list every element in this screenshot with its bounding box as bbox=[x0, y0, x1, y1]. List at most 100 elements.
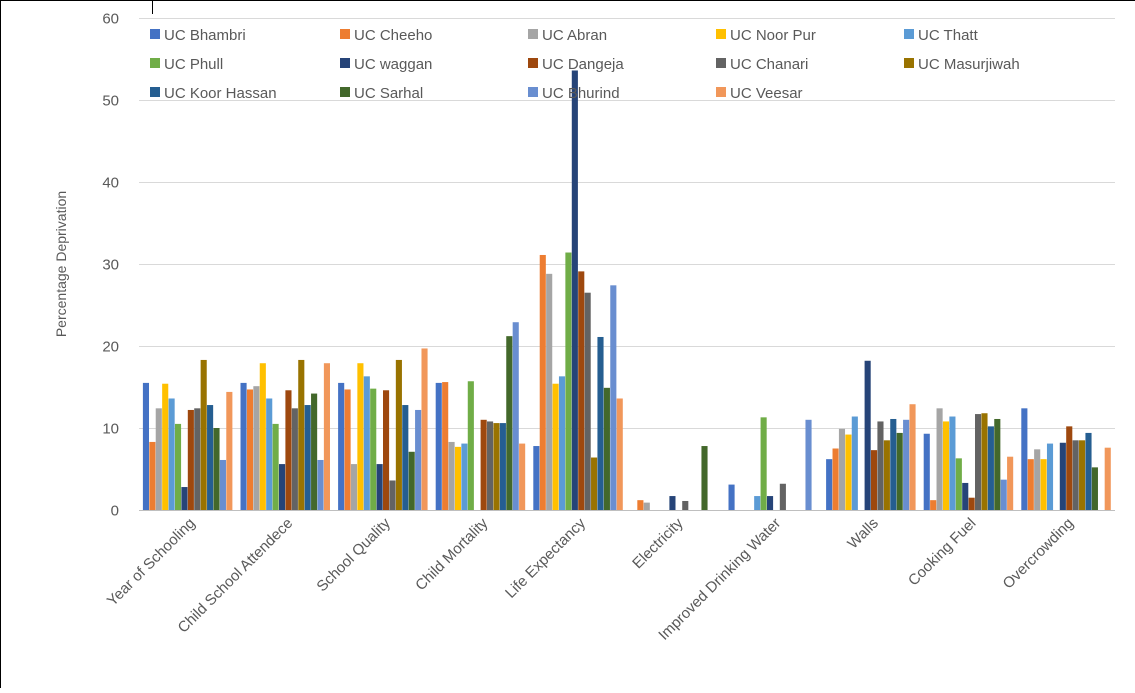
legend-label: UC Thatt bbox=[918, 27, 979, 44]
bar bbox=[1046, 443, 1054, 510]
bar bbox=[149, 441, 156, 510]
bar bbox=[571, 70, 578, 510]
bar bbox=[253, 386, 260, 510]
bar bbox=[805, 419, 812, 510]
bar bbox=[558, 376, 566, 510]
bar bbox=[591, 457, 598, 510]
legend-swatch bbox=[528, 87, 538, 97]
bar bbox=[539, 254, 546, 510]
bar bbox=[552, 383, 559, 510]
bar bbox=[266, 398, 273, 510]
legend-label: UC Koor Hassan bbox=[164, 85, 277, 102]
x-tick-label: School Quality bbox=[313, 514, 394, 595]
bar bbox=[448, 441, 455, 510]
bar bbox=[246, 389, 254, 510]
legend-swatch bbox=[150, 87, 160, 97]
bar bbox=[616, 398, 623, 510]
x-tick-label: Overcrowding bbox=[1000, 515, 1077, 592]
bar bbox=[955, 458, 962, 510]
legend-swatch bbox=[340, 58, 350, 68]
y-tick-label: 30 bbox=[102, 257, 119, 274]
bar bbox=[826, 459, 833, 510]
legend-swatch bbox=[528, 29, 538, 39]
bar bbox=[962, 482, 969, 510]
bar bbox=[864, 360, 871, 510]
bar bbox=[240, 382, 247, 510]
bar bbox=[376, 464, 383, 510]
bar bbox=[930, 500, 937, 510]
legend-swatch bbox=[716, 58, 726, 68]
legend-label: UC Abran bbox=[542, 27, 607, 44]
bar bbox=[207, 405, 214, 510]
bar bbox=[291, 408, 298, 510]
bar bbox=[871, 450, 878, 510]
bar bbox=[968, 497, 975, 510]
bar bbox=[187, 409, 194, 510]
legend-item: UC waggan bbox=[340, 56, 432, 73]
bar bbox=[1027, 459, 1034, 510]
bar bbox=[701, 446, 708, 510]
bar bbox=[975, 414, 982, 510]
bar bbox=[845, 434, 852, 510]
y-axis-label: Percentage Deprivation bbox=[53, 191, 69, 337]
bar bbox=[200, 359, 207, 510]
bar bbox=[435, 382, 442, 510]
bar bbox=[213, 428, 220, 510]
bar bbox=[168, 398, 175, 510]
bar bbox=[1021, 408, 1028, 510]
bar bbox=[903, 419, 910, 510]
y-axis: 0 10 20 30 40 50 60 bbox=[102, 11, 119, 520]
bar bbox=[1104, 447, 1111, 510]
legend-item: UC Masurjiwah bbox=[904, 56, 1020, 73]
series-5 bbox=[174, 252, 962, 510]
legend-label: UC Phull bbox=[164, 56, 223, 73]
legend-item: UC Noor Pur bbox=[716, 27, 816, 44]
y-tick-label: 60 bbox=[102, 11, 119, 28]
bar bbox=[467, 381, 474, 510]
series-7 bbox=[187, 271, 1073, 510]
bar bbox=[637, 500, 644, 510]
bar bbox=[454, 446, 462, 510]
y-tick-label: 20 bbox=[102, 339, 119, 356]
series-13 bbox=[226, 348, 1111, 510]
bar bbox=[370, 388, 377, 510]
bar bbox=[1085, 432, 1092, 510]
bar bbox=[442, 382, 449, 510]
bar bbox=[395, 359, 402, 510]
legend-item: UC Abran bbox=[528, 27, 607, 44]
bar bbox=[493, 423, 500, 510]
bar bbox=[461, 443, 468, 510]
bar bbox=[766, 496, 774, 510]
bar bbox=[389, 480, 396, 510]
series-3 bbox=[162, 363, 1047, 510]
legend-label: UC Masurjiwah bbox=[918, 56, 1020, 73]
x-tick-label: Child School Attendece bbox=[175, 515, 297, 637]
bar bbox=[832, 448, 839, 510]
bar bbox=[754, 496, 761, 510]
legend-swatch bbox=[716, 87, 726, 97]
bar bbox=[909, 404, 916, 510]
bar bbox=[421, 348, 428, 510]
series-6 bbox=[181, 70, 1066, 510]
bar bbox=[285, 390, 292, 510]
legend-swatch bbox=[150, 58, 160, 68]
legend-swatch bbox=[716, 29, 726, 39]
bar bbox=[896, 432, 903, 510]
bar bbox=[597, 336, 604, 510]
bar bbox=[259, 363, 266, 510]
series-10 bbox=[207, 336, 1092, 510]
bar bbox=[272, 423, 279, 510]
series-1 bbox=[149, 254, 1034, 510]
bar bbox=[323, 363, 330, 510]
legend-item: UC Phull bbox=[150, 56, 223, 73]
bar bbox=[533, 446, 540, 510]
legend-label: UC Bhurind bbox=[542, 85, 620, 102]
legend-item: UC Thatt bbox=[904, 27, 979, 44]
legend-label: UC Bhambri bbox=[164, 27, 246, 44]
series-0 bbox=[142, 382, 1028, 510]
bar bbox=[643, 502, 650, 510]
bar bbox=[174, 423, 182, 510]
